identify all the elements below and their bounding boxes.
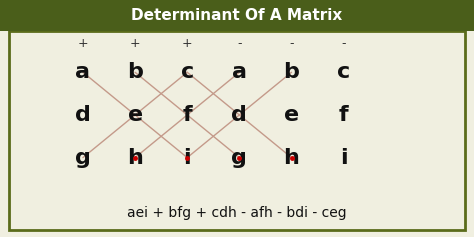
Text: -: - (341, 37, 346, 50)
Text: b: b (283, 62, 300, 82)
Text: aei + bfg + cdh - afh - bdi - ceg: aei + bfg + cdh - afh - bdi - ceg (127, 206, 347, 220)
Text: d: d (75, 105, 91, 125)
Text: Determinant Of A Matrix: Determinant Of A Matrix (131, 8, 343, 23)
Text: -: - (289, 37, 294, 50)
Text: i: i (183, 148, 191, 168)
Text: d: d (231, 105, 247, 125)
Bar (9, 31, 465, 230)
Text: e: e (128, 105, 143, 125)
Text: +: + (78, 37, 88, 50)
Text: i: i (340, 148, 347, 168)
Text: h: h (283, 148, 300, 168)
Text: g: g (75, 148, 91, 168)
Text: a: a (75, 62, 91, 82)
Text: f: f (182, 105, 192, 125)
Text: f: f (339, 105, 348, 125)
Text: +: + (130, 37, 140, 50)
Bar (0, 0, 474, 31)
Text: c: c (181, 62, 194, 82)
Text: e: e (284, 105, 299, 125)
Text: c: c (337, 62, 350, 82)
Text: h: h (127, 148, 143, 168)
Text: -: - (237, 37, 242, 50)
Text: g: g (231, 148, 247, 168)
Text: b: b (127, 62, 143, 82)
Text: +: + (182, 37, 192, 50)
Text: a: a (232, 62, 247, 82)
